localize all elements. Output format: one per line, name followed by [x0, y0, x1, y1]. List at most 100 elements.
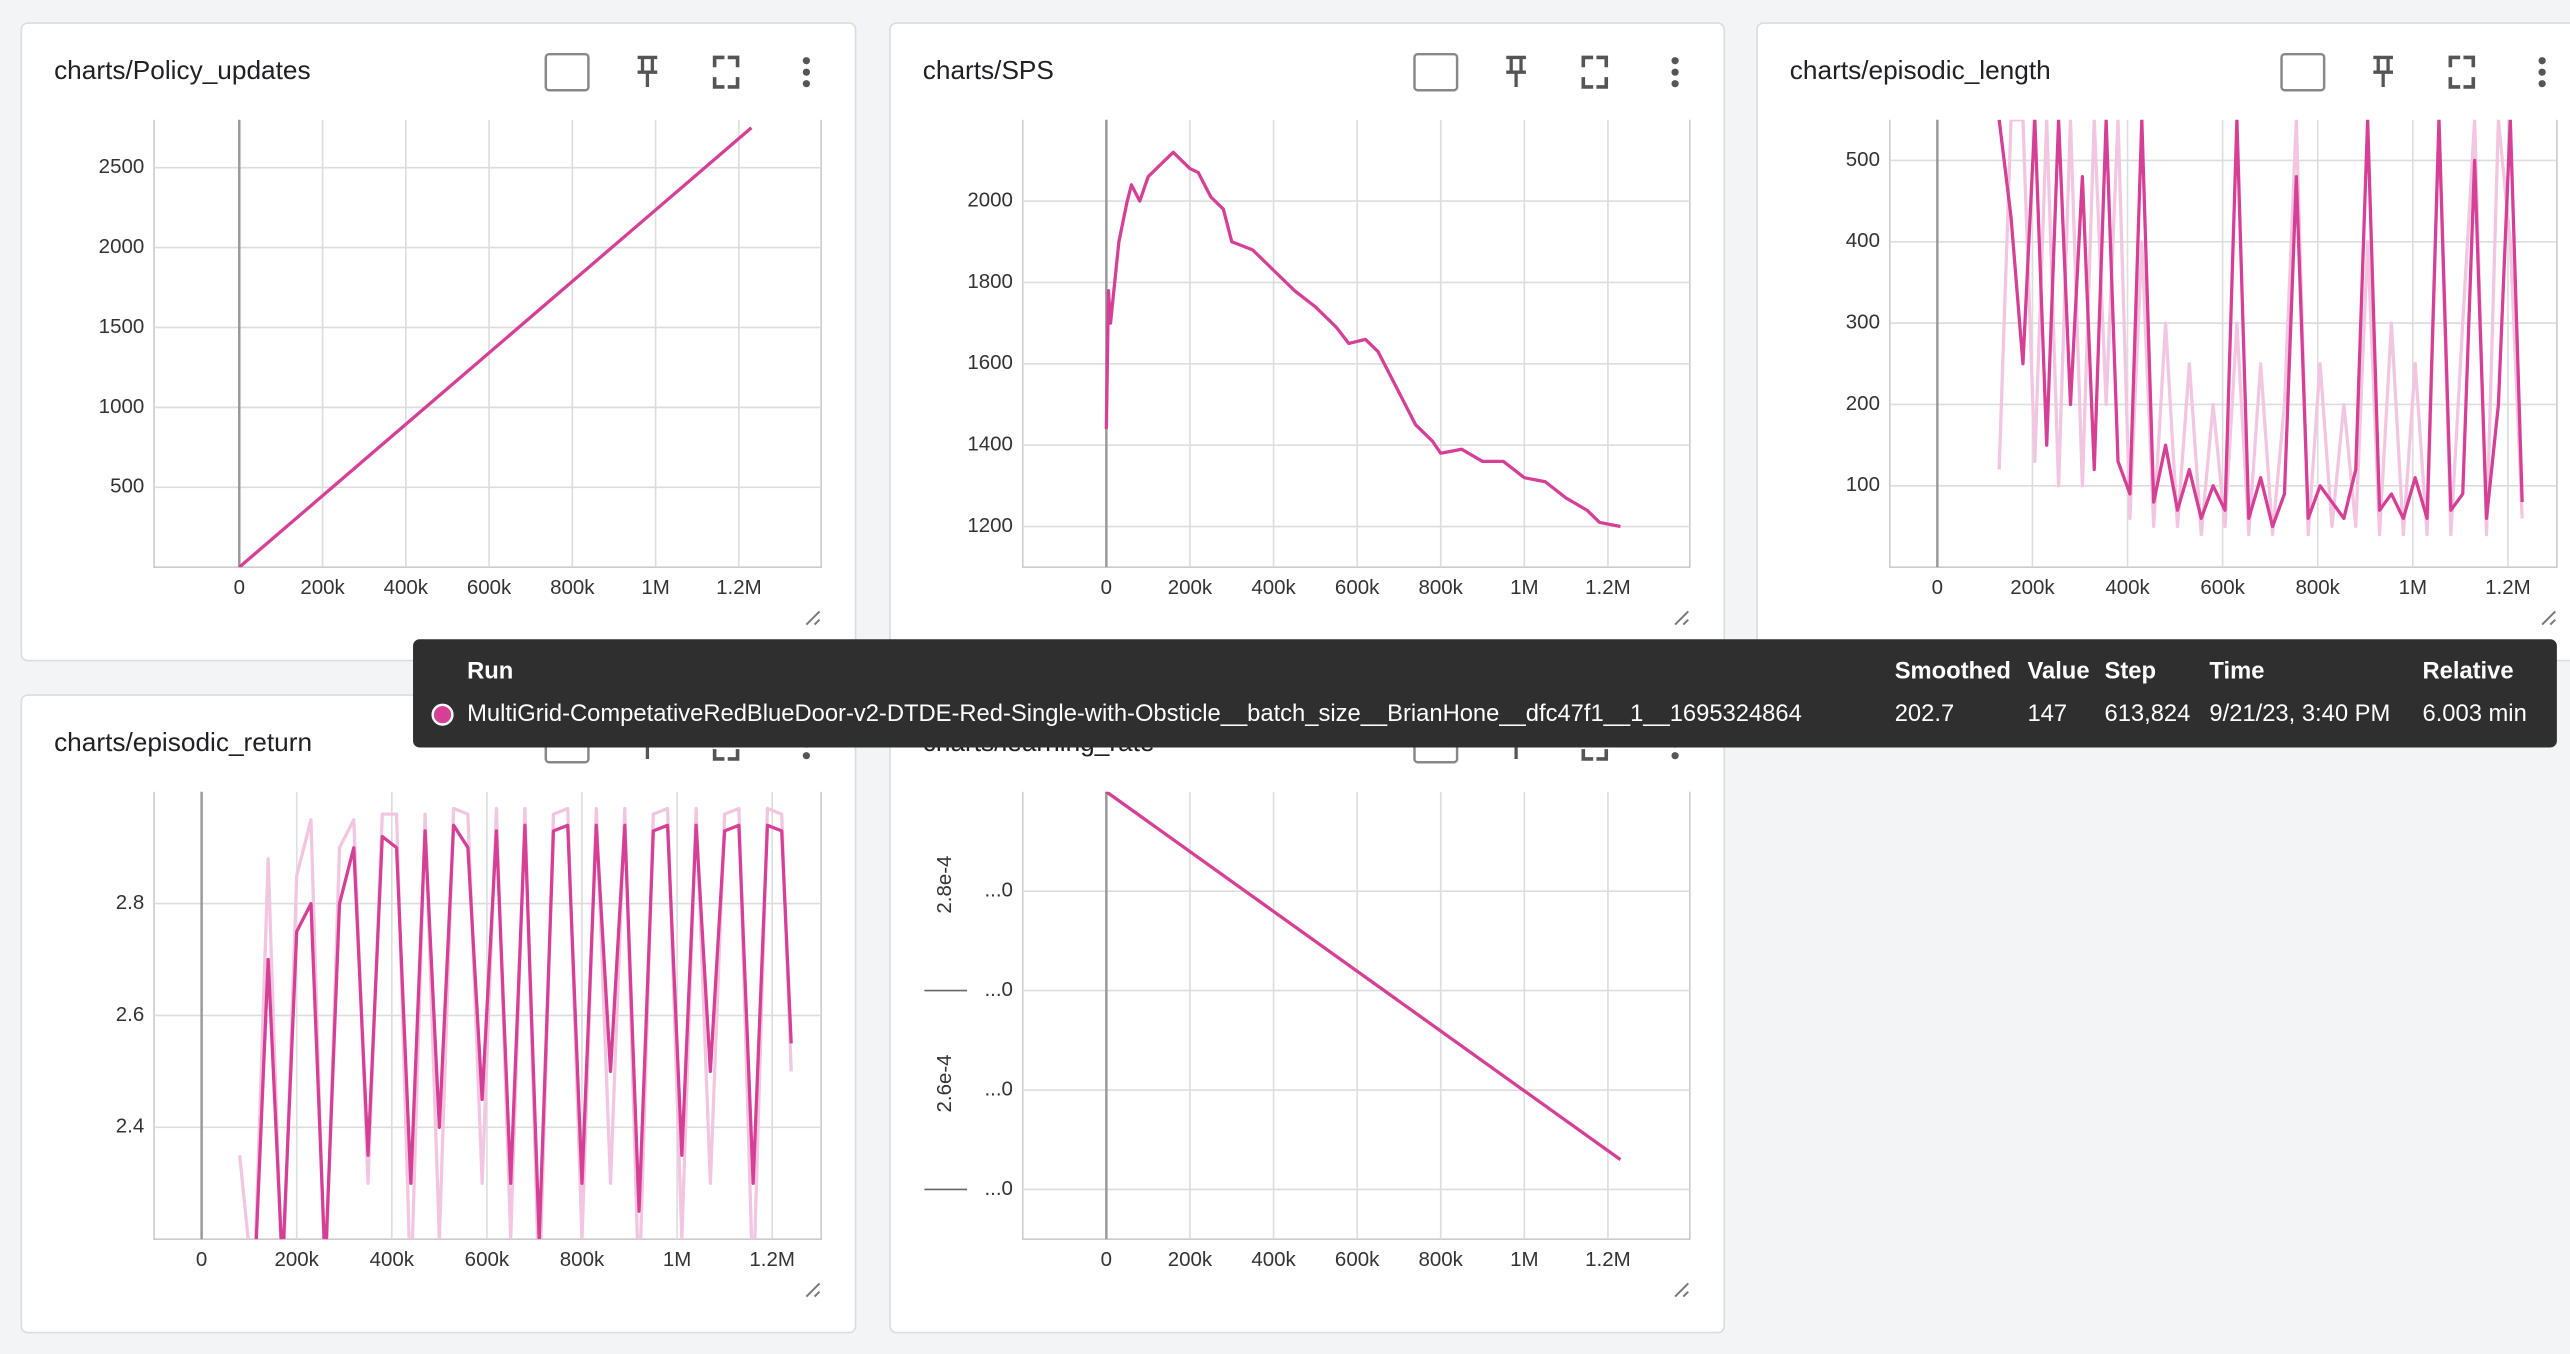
menu-icon[interactable]: [1671, 57, 1679, 65]
chart-title: charts/episodic_return: [54, 727, 312, 757]
fullscreen-icon[interactable]: [1581, 55, 1609, 89]
menu-icon[interactable]: [802, 752, 811, 760]
y-tick-label: 1800: [967, 270, 1013, 293]
x-tick-label: 600k: [1335, 576, 1380, 599]
run-swatch: [431, 703, 454, 726]
x-tick-label: 0: [1101, 1248, 1112, 1271]
x-tick-label: 600k: [465, 1248, 510, 1271]
y-tick-label: ...0: [984, 978, 1012, 1001]
fit-icon[interactable]: [2280, 52, 2326, 92]
menu-icon[interactable]: [1671, 80, 1679, 88]
y-tick-label-rotated: 2.6e-4: [933, 1054, 956, 1112]
x-tick-label: 800k: [2296, 576, 2341, 599]
y-tick-label: 200: [1846, 392, 1880, 415]
y-tick-label: 1000: [99, 395, 145, 418]
chart-title: charts/Policy_updates: [54, 55, 311, 85]
tooltip-header: Step: [2105, 657, 2156, 684]
plot-frame: [1021, 791, 1691, 1241]
menu-icon[interactable]: [1671, 752, 1679, 760]
x-tick-label: 1M: [1510, 576, 1538, 599]
tooltip-cell: 147: [2027, 700, 2067, 727]
y-tick-label: 2500: [99, 155, 145, 178]
x-tick-label: 600k: [1335, 1248, 1380, 1271]
y-tick-label: 300: [1846, 311, 1880, 334]
x-tick-label: 600k: [2200, 576, 2245, 599]
x-tick-label: 400k: [1251, 1248, 1296, 1271]
fit-icon[interactable]: [544, 52, 590, 92]
x-tick-label: 1M: [1510, 1248, 1538, 1271]
tooltip-header: Time: [2209, 657, 2264, 684]
x-tick-label: 400k: [2105, 576, 2150, 599]
menu-icon[interactable]: [802, 80, 811, 88]
x-tick-label: 200k: [275, 1248, 320, 1271]
menu-icon[interactable]: [2538, 68, 2546, 76]
y-tick-label: ...0: [984, 1077, 1012, 1100]
tooltip-cell: 202.7: [1895, 700, 1954, 727]
x-tick-label: 1.2M: [1585, 1248, 1631, 1271]
x-tick-label: 1M: [663, 1248, 691, 1271]
y-tick-label: 1500: [99, 315, 145, 338]
y-tick-label: 500: [110, 475, 144, 498]
y-tick-label: 2000: [967, 188, 1013, 211]
chart-title: charts/episodic_length: [1790, 55, 2051, 85]
pin-icon[interactable]: [637, 55, 658, 87]
x-tick-label: 0: [1101, 576, 1112, 599]
resize-handle: [805, 1282, 821, 1298]
y-tick-label: 2000: [99, 235, 145, 258]
tooltip-header: Value: [2027, 657, 2089, 684]
card: [20, 22, 857, 662]
series-line: [254, 823, 793, 1240]
x-tick-label: 200k: [1168, 576, 1213, 599]
y-tick-label: ...0: [984, 879, 1012, 902]
resize-handle: [1674, 610, 1689, 626]
tooltip-box: [413, 639, 2557, 748]
tooltip-cell: 613,824: [2105, 700, 2191, 727]
y-tick-label: 1400: [967, 433, 1013, 456]
tooltip-cell: MultiGrid-CompetativeRedBlueDoor-v2-DTDE…: [467, 700, 1802, 727]
tooltip-header: Relative: [2422, 657, 2513, 684]
series-line: [1104, 150, 1621, 529]
menu-icon[interactable]: [2538, 57, 2546, 65]
resize-handle: [805, 610, 821, 626]
menu-icon[interactable]: [802, 57, 811, 65]
x-tick-label: 0: [196, 1248, 207, 1271]
x-tick-label: 200k: [2010, 576, 2055, 599]
fullscreen-icon[interactable]: [712, 55, 740, 89]
y-tick-label-rotated: 2.8e-4: [933, 856, 956, 914]
tooltip-header: Run: [467, 657, 513, 684]
x-tick-label: 200k: [1168, 1248, 1213, 1271]
x-tick-label: 400k: [1251, 576, 1296, 599]
tooltip-header: Smoothed: [1895, 657, 2011, 684]
x-tick-label: 800k: [550, 576, 595, 599]
series-line: [238, 126, 753, 568]
pin-icon[interactable]: [1506, 55, 1526, 87]
resize-handle: [2541, 610, 2556, 626]
x-tick-label: 1M: [641, 576, 669, 599]
fullscreen-icon[interactable]: [2448, 55, 2476, 89]
x-tick-label: 1M: [2399, 576, 2427, 599]
x-tick-label: 1.2M: [749, 1248, 795, 1271]
y-tick-label: 1200: [967, 514, 1013, 537]
y-tick-label: 2.6: [116, 1003, 144, 1026]
fit-icon[interactable]: [1413, 52, 1459, 92]
x-tick-label: 0: [234, 576, 245, 599]
x-tick-label: 400k: [384, 576, 429, 599]
x-tick-label: 800k: [1419, 576, 1464, 599]
x-tick-label: 1.2M: [2485, 576, 2531, 599]
card: [889, 22, 1726, 662]
x-tick-label: 800k: [1419, 1248, 1464, 1271]
x-tick-label: 1.2M: [716, 576, 762, 599]
card: [889, 694, 1726, 1334]
y-tick-label: 2.8: [116, 891, 144, 914]
pin-icon[interactable]: [2373, 55, 2393, 87]
x-tick-label: 800k: [560, 1248, 605, 1271]
chart-title: charts/SPS: [923, 55, 1054, 85]
x-tick-label: 0: [1932, 576, 1943, 599]
menu-icon[interactable]: [802, 68, 811, 76]
plot-frame: [1021, 119, 1691, 569]
resize-handle: [1674, 1282, 1689, 1298]
menu-icon[interactable]: [2538, 80, 2546, 88]
tooltip-cell: 6.003 min: [2422, 700, 2526, 727]
menu-icon[interactable]: [1671, 68, 1679, 76]
